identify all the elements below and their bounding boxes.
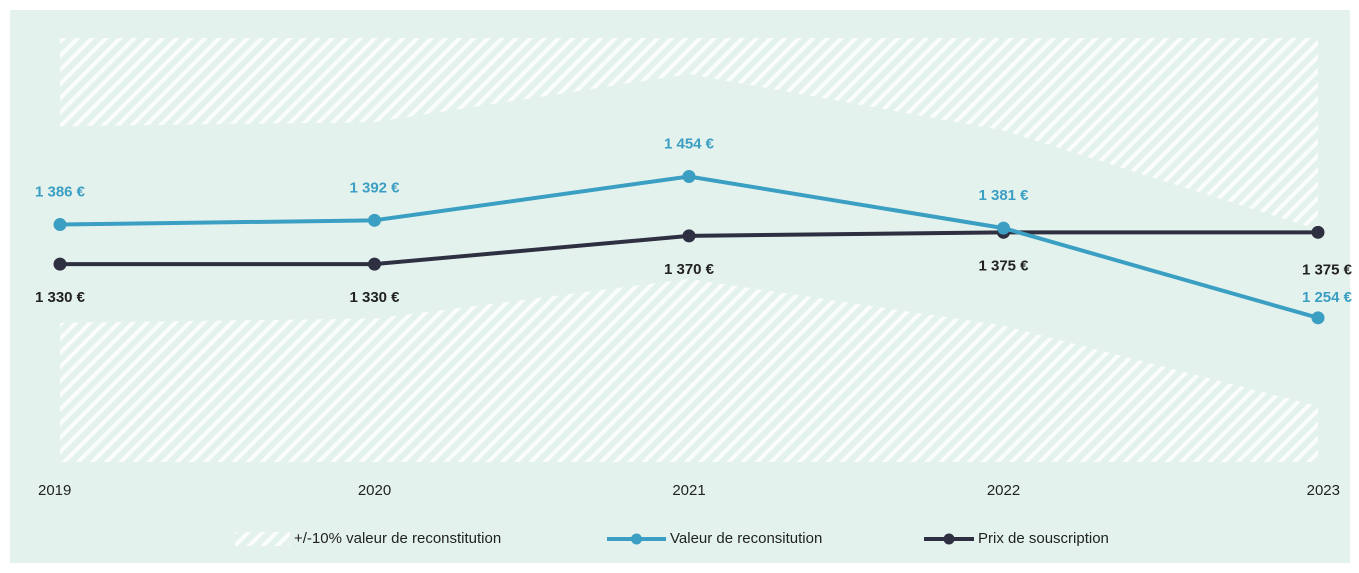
- value-label: 1 254 €: [1302, 289, 1353, 306]
- value-label: 1 370 €: [664, 261, 715, 278]
- legend-marker: [943, 533, 955, 545]
- x-tick-label: 2023: [1307, 482, 1340, 499]
- point: [1311, 311, 1325, 325]
- point: [53, 218, 67, 232]
- x-tick-label: 2021: [672, 482, 705, 499]
- value-label: 1 375 €: [1302, 261, 1353, 278]
- x-tick-label: 2022: [987, 482, 1020, 499]
- legend-marker: [631, 533, 642, 545]
- band-lower: [60, 278, 1318, 462]
- value-label: 1 386 €: [35, 184, 86, 201]
- value-label: 1 454 €: [664, 135, 715, 152]
- point: [1311, 225, 1325, 239]
- legend-swatch: [235, 532, 290, 546]
- point: [368, 257, 381, 271]
- legend-label: Valeur de reconsitution: [670, 530, 822, 547]
- point: [682, 170, 696, 184]
- point: [682, 229, 696, 243]
- value-label: 1 392 €: [349, 179, 400, 196]
- x-tick-label: 2020: [358, 482, 391, 499]
- point: [368, 213, 381, 227]
- point: [997, 221, 1010, 235]
- legend-label: +/-10% valeur de reconstitution: [294, 530, 501, 547]
- point: [53, 257, 67, 271]
- value-label: 1 375 €: [978, 257, 1029, 274]
- band-upper: [60, 38, 1318, 230]
- x-tick-label: 2019: [38, 482, 71, 499]
- value-label: 1 330 €: [349, 289, 400, 306]
- value-label: 1 381 €: [978, 187, 1029, 204]
- legend-label: Prix de souscription: [978, 530, 1109, 547]
- value-label: 1 330 €: [35, 289, 86, 306]
